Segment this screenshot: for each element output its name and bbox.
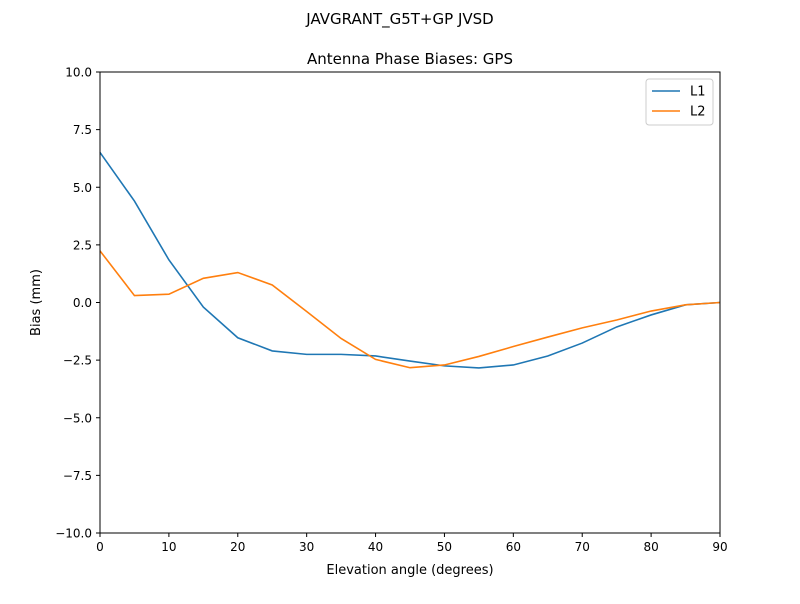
figure-suptitle: JAVGRANT_G5T+GP JVSD bbox=[305, 10, 493, 29]
y-axis-label: Bias (mm) bbox=[29, 269, 44, 336]
x-tick-label: 40 bbox=[368, 540, 383, 554]
plot-frame bbox=[99, 71, 721, 534]
x-tick-label: 60 bbox=[506, 540, 521, 554]
x-tick-label: 80 bbox=[643, 540, 658, 554]
y-tick-label: −2.5 bbox=[63, 354, 92, 368]
y-tick-label: −10.0 bbox=[55, 527, 92, 541]
y-tick-label: 10.0 bbox=[65, 66, 92, 80]
series-line-l2 bbox=[99, 250, 721, 369]
y-tick-label: −7.5 bbox=[63, 469, 92, 483]
y-tick-label: 2.5 bbox=[73, 238, 92, 252]
x-tick-label: 10 bbox=[161, 540, 176, 554]
y-tick-label: 0.0 bbox=[73, 296, 92, 310]
x-tick-label: 50 bbox=[437, 540, 452, 554]
x-tick-label: 90 bbox=[712, 540, 727, 554]
y-tick-label: −5.0 bbox=[63, 411, 92, 425]
x-tick-label: 30 bbox=[299, 540, 314, 554]
chart-title: Antenna Phase Biases: GPS bbox=[307, 50, 513, 68]
x-tick-label: 0 bbox=[96, 540, 104, 554]
y-tick-label: 5.0 bbox=[73, 181, 92, 195]
x-tick-label: 70 bbox=[575, 540, 590, 554]
y-tick-label: 7.5 bbox=[73, 123, 92, 137]
legend-label-l1: L1 bbox=[690, 85, 706, 100]
legend-label-l2: L2 bbox=[690, 105, 706, 120]
x-axis-label: Elevation angle (degrees) bbox=[326, 563, 493, 578]
series-line-l1 bbox=[99, 151, 721, 369]
x-tick-label: 20 bbox=[230, 540, 245, 554]
